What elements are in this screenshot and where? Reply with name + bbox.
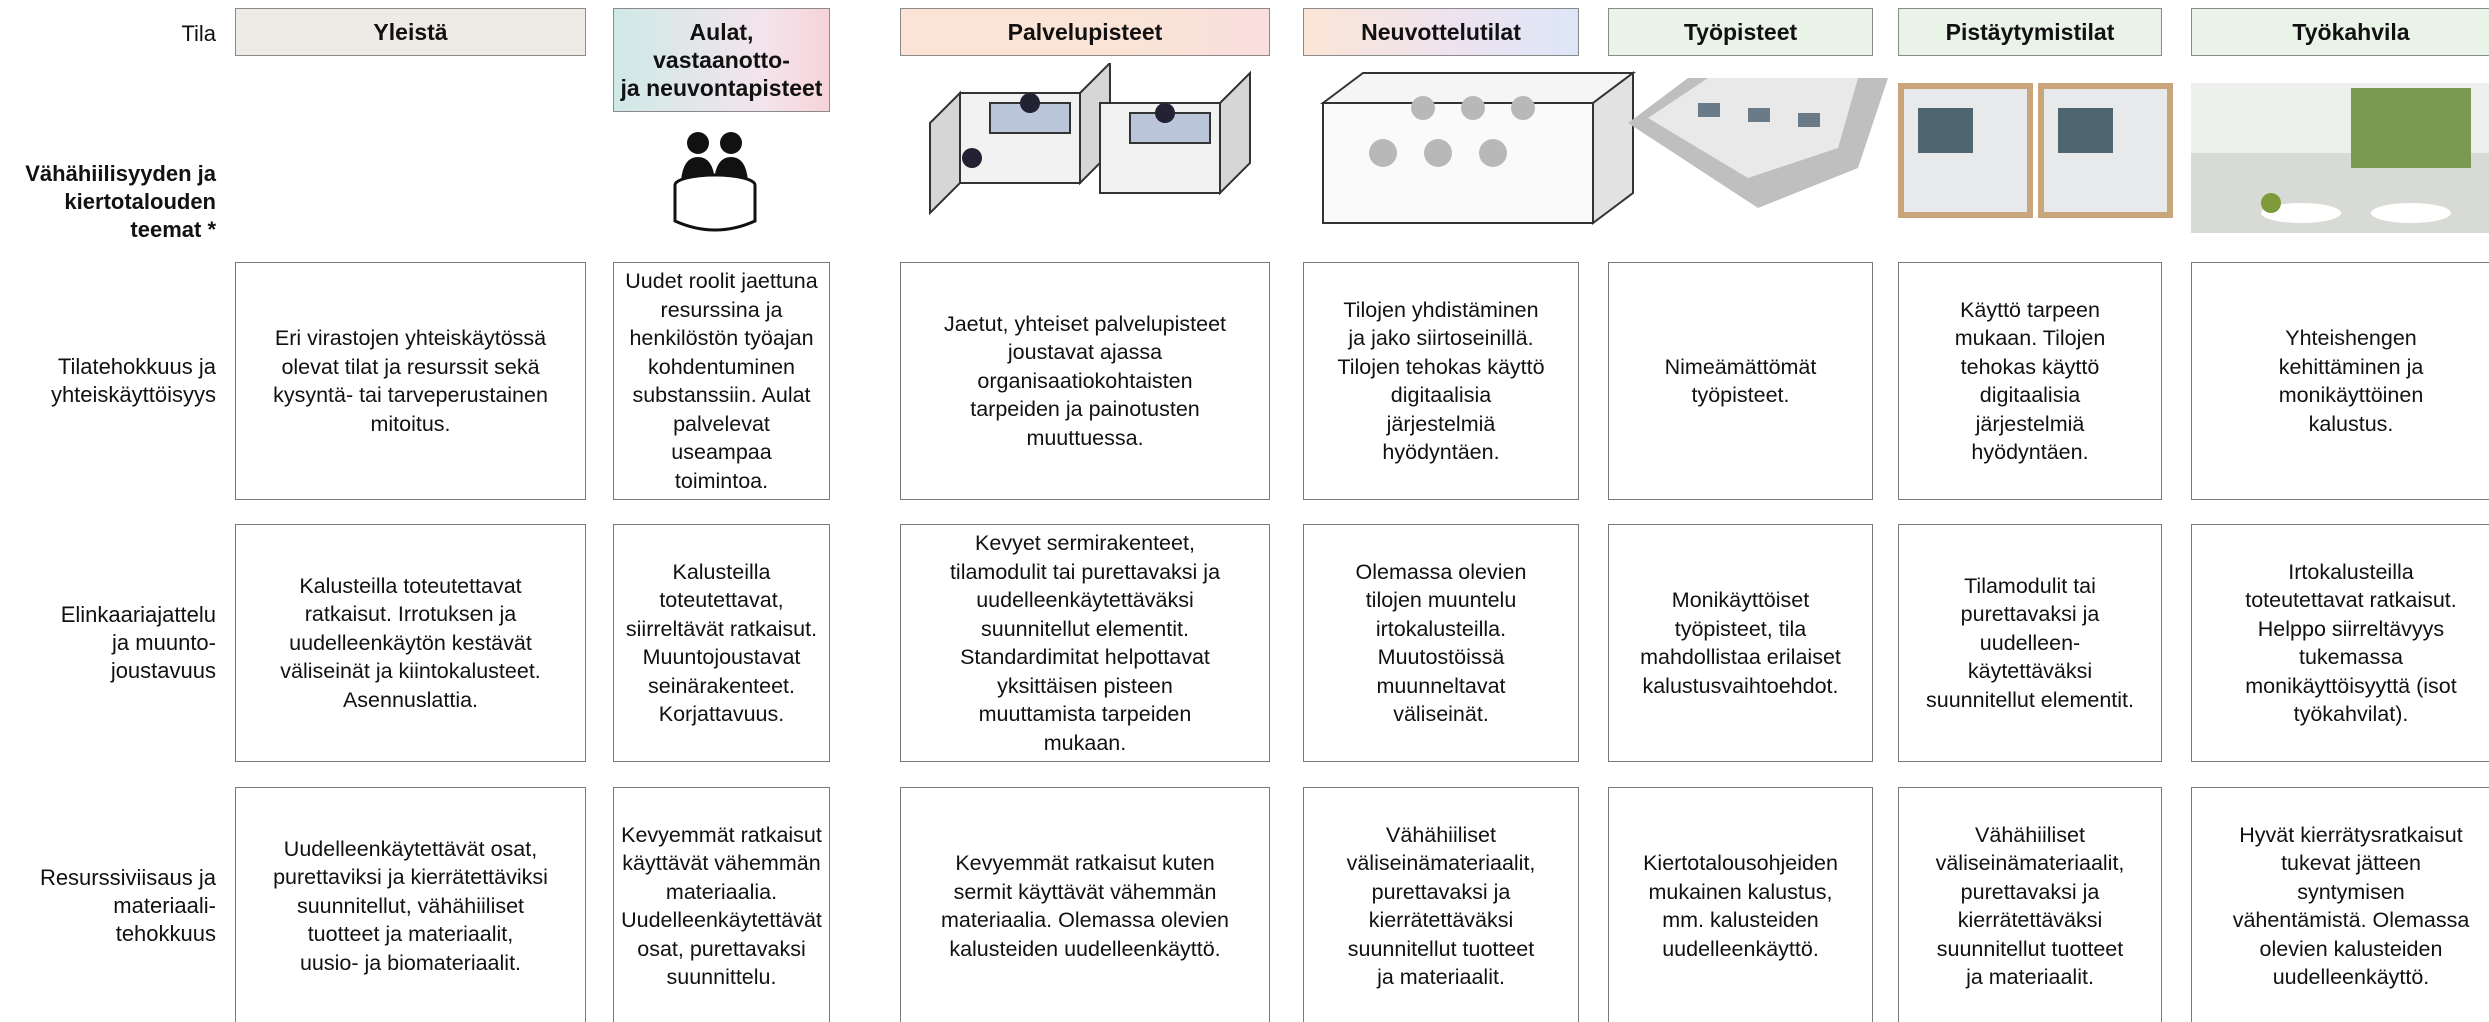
themes-label: Vähähiilisyyden ja kiertotalouden teemat… — [25, 161, 216, 242]
table-cell: Eri virastojen yhteiskäytössä olevat til… — [235, 262, 586, 500]
table-cell: Kalusteilla toteutettavat, siirreltävät … — [613, 524, 830, 762]
row-label-text: Resurssiviisaus ja materiaali- tehokkuus — [39, 865, 216, 946]
column-header: Pistäytymistilat — [1898, 8, 2162, 56]
illustration — [900, 60, 1270, 233]
table-cell: Käyttö tarpeen mukaan. Tilojen tehokas k… — [1898, 262, 2162, 500]
row-label-text: Tilatehokkuus ja yhteiskäyttöisyys — [50, 354, 216, 407]
column-header: Yleistä — [235, 8, 586, 56]
table-cell: Uudet roolit jaettuna resurssina ja henk… — [613, 262, 830, 500]
table-cell: Kalusteilla toteutettavat ratkaisut. Irr… — [235, 524, 586, 762]
column-header: Työkahvila — [2191, 8, 2489, 56]
illustration — [613, 63, 830, 233]
illustration — [1303, 63, 1673, 233]
illustration — [1898, 63, 2268, 233]
row-label: Resurssiviisaus ja materiaali- tehokkuus — [40, 787, 216, 1022]
table-cell: Kevyet sermirakenteet, tilamodulit tai p… — [900, 524, 1270, 762]
column-header: Palvelupisteet — [900, 8, 1270, 56]
table-cell: Tilojen yhdistäminen ja jako siirtoseini… — [1303, 262, 1579, 500]
row-label: Tilatehokkuus ja yhteiskäyttöisyys — [51, 262, 216, 500]
table-cell: Yhteishengen kehittäminen ja monikäyttöi… — [2191, 262, 2489, 500]
illustration — [1608, 63, 1978, 233]
illustration-graphic — [1898, 83, 2173, 218]
illustration-graphic — [1628, 78, 1888, 208]
illustration — [2191, 63, 2489, 233]
table-cell: Olemassa olevien tilojen muuntelu irtoka… — [1303, 524, 1579, 762]
table-cell: Kiertotalousohjeiden mukainen kalustus, … — [1608, 787, 1873, 1022]
table-cell: Tilamodulit tai purettavaksi ja uudellee… — [1898, 524, 2162, 762]
column-header: Aulat, vastaanotto- ja neuvontapisteet — [613, 8, 830, 112]
illustration-graphic — [929, 60, 1251, 216]
table-cell: Vähähiiliset väliseinämateriaalit, puret… — [1898, 787, 2162, 1022]
column-header: Työpisteet — [1608, 8, 1873, 56]
column-header: Neuvottelutilat — [1303, 8, 1579, 56]
table-cell: Irtokalusteilla toteutettavat ratkaisut.… — [2191, 524, 2489, 762]
table-cell: Jaetut, yhteiset palvelupisteet joustava… — [900, 262, 1270, 500]
row-label-text: Elinkaariajattelu ja muunto- joustavuus — [60, 602, 216, 683]
illustration-graphic — [2191, 83, 2489, 233]
illustration-graphic — [673, 132, 757, 232]
table-cell: Vähähiiliset väliseinämateriaalit, puret… — [1303, 787, 1579, 1022]
table-cell: Uudelleenkäytettävät osat, purettaviksi … — [235, 787, 586, 1022]
table-cell: Kevyemmät ratkaisut käyttävät vähemmän m… — [613, 787, 830, 1022]
row-label: Elinkaariajattelu ja muunto- joustavuus — [61, 524, 216, 762]
illustration-graphic — [1320, 71, 1636, 225]
header-label: Tila — [181, 21, 216, 46]
table-cell: Monikäyttöiset työpisteet, tila mahdolli… — [1608, 524, 1873, 762]
table-cell: Nimeämättömät työpisteet. — [1608, 262, 1873, 500]
table-cell: Hyvät kierrätysratkaisut tukevat jätteen… — [2191, 787, 2489, 1022]
table-cell: Kevyemmät ratkaisut kuten sermit käyttäv… — [900, 787, 1270, 1022]
